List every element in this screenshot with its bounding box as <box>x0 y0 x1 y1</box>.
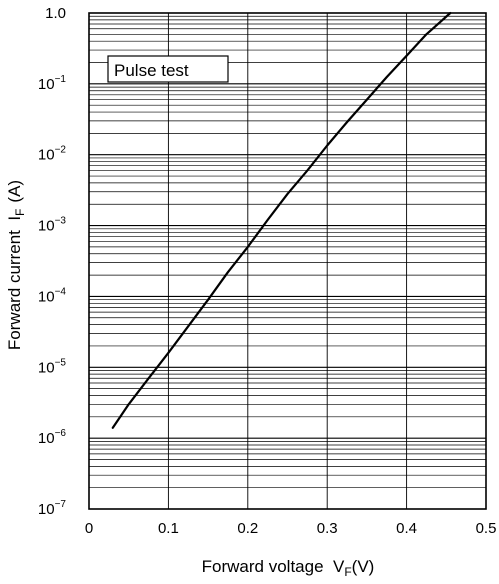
x-axis-label-main: Forward voltage V <box>202 557 345 576</box>
x-tick-label: 0 <box>85 520 93 537</box>
x-tick-label: 0.2 <box>237 520 258 537</box>
x-axis-label: Forward voltage VF(V) <box>202 557 375 579</box>
y-tick-label: 10−5 <box>38 357 67 376</box>
y-tick-exponent: −2 <box>55 145 67 156</box>
y-tick-base: 10 <box>38 430 55 447</box>
annotation-text: Pulse test <box>114 61 189 80</box>
y-tick-exponent: −7 <box>55 499 67 510</box>
y-axis-label-subscript: F <box>13 209 27 216</box>
y-tick-label: 10−1 <box>38 74 67 93</box>
y-axis-label: Forward current IF (A) <box>5 180 27 350</box>
tick-labels: 0 0.1 0.2 0.3 0.4 0.510−710−610−510−410−310−2… <box>38 5 497 537</box>
y-tick-base: 10 <box>38 147 55 164</box>
y-tick-base: 10 <box>38 359 55 376</box>
x-tick-label: 0.5 <box>476 520 497 537</box>
y-tick-label: 10−6 <box>38 428 67 447</box>
y-tick-label: 1.0 <box>45 5 66 22</box>
y-tick-exponent: −6 <box>55 428 67 439</box>
pulse-test-annotation: Pulse test <box>108 56 228 82</box>
x-tick-label: 0.4 <box>396 520 417 537</box>
y-tick-base: 10 <box>38 288 55 305</box>
x-tick-label: 0.1 <box>158 520 179 537</box>
y-tick-exponent: −3 <box>55 216 67 227</box>
y-tick-exponent: −1 <box>55 74 67 85</box>
x-tick-label: 0.3 <box>317 520 338 537</box>
y-tick-label: 10−3 <box>38 216 67 235</box>
y-tick-exponent: −5 <box>55 357 67 368</box>
y-tick-label: 10−7 <box>38 499 67 518</box>
y-tick-base: 10 <box>38 76 55 93</box>
x-axis-label-unit: (V) <box>352 557 375 576</box>
y-axis-label-unit: (A) <box>5 180 24 203</box>
y-axis-label-main: Forward current I <box>5 216 24 350</box>
x-axis-label-subscript: F <box>344 565 351 579</box>
y-tick-exponent: −4 <box>55 286 67 297</box>
grid <box>89 13 486 509</box>
y-tick-label: 10−4 <box>38 286 67 305</box>
y-tick-base: 10 <box>38 501 55 518</box>
y-tick-base: 1.0 <box>45 5 66 22</box>
y-tick-label: 10−2 <box>38 145 67 164</box>
y-tick-base: 10 <box>38 218 55 235</box>
